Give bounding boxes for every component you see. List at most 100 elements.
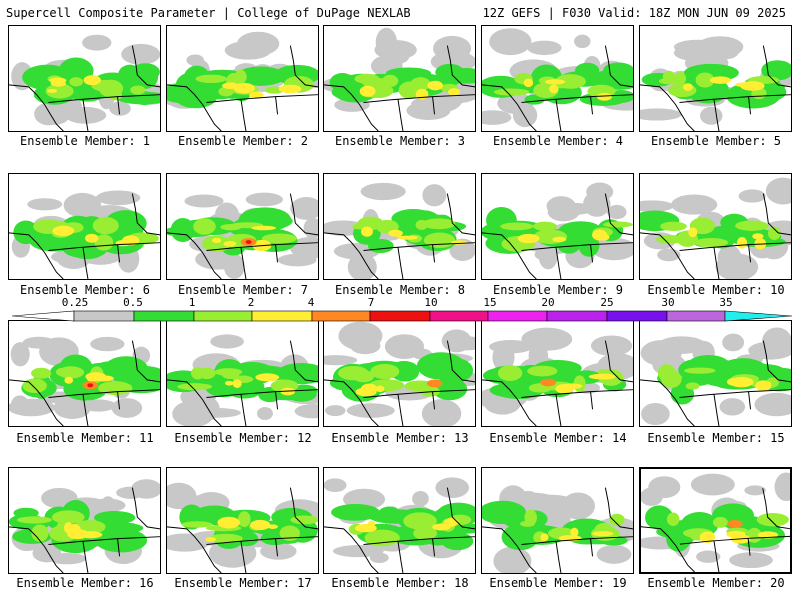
- scp-lightgreen-contour: [370, 363, 400, 380]
- scp-lightgreen-contour: [403, 512, 437, 530]
- ensemble-panel-13[interactable]: [323, 320, 476, 427]
- scp-yellow-contour: [598, 233, 610, 241]
- ensemble-member-label: Ensemble Member: 9: [492, 283, 624, 297]
- ensemble-member-label: Ensemble Member: 7: [177, 283, 309, 297]
- ensemble-member-label: Ensemble Member: 14: [489, 431, 627, 445]
- colorbar-tick-label: 0.25: [61, 296, 89, 309]
- scp-yellow-contour: [361, 226, 373, 237]
- ensemble-panel-2[interactable]: [166, 25, 319, 132]
- scp-green-contour: [644, 505, 674, 530]
- scp-gray-contour: [121, 43, 160, 65]
- scp-yellow-contour: [448, 88, 460, 96]
- scp-gray-contour: [590, 335, 633, 356]
- ensemble-member-label: Ensemble Member: 1: [19, 134, 151, 148]
- scp-lightgreen-contour: [57, 366, 85, 379]
- colorbar-segment: [724, 310, 792, 322]
- scp-lightgreen-contour: [532, 221, 557, 231]
- scp-gray-contour: [738, 189, 766, 203]
- ensemble-panel-14[interactable]: [481, 320, 634, 427]
- ensemble-panel-4[interactable]: [481, 25, 634, 132]
- scp-orange-contour: [426, 379, 443, 388]
- scp-gray-contour: [640, 200, 674, 212]
- colorbar-tick-label: 30: [661, 296, 675, 309]
- ensemble-panel-20[interactable]: [639, 467, 792, 574]
- scp-yellow-contour: [388, 229, 403, 237]
- scp-gray-contour: [422, 184, 447, 207]
- scp-gray-contour: [294, 404, 318, 419]
- colorbar-segment: [12, 310, 75, 322]
- scp-lightgreen-contour: [527, 365, 558, 377]
- scp-yellow-contour: [250, 519, 271, 531]
- ensemble-member-label: Ensemble Member: 11: [16, 431, 154, 445]
- ensemble-panel-18[interactable]: [323, 467, 476, 574]
- scp-gray-contour: [167, 533, 210, 552]
- scp-gray-contour: [63, 192, 102, 218]
- scp-lightgreen-contour: [660, 221, 687, 232]
- ensemble-panel-5[interactable]: [639, 25, 792, 132]
- scp-green-contour: [482, 500, 527, 524]
- ensemble-panel-7[interactable]: [166, 173, 319, 280]
- ensemble-panel-17[interactable]: [166, 467, 319, 574]
- scp-gray-contour: [717, 245, 742, 271]
- scp-yellow-contour: [52, 225, 75, 237]
- scp-lightgreen-contour: [500, 222, 534, 231]
- ensemble-member-label: Ensemble Member: 10: [647, 283, 785, 297]
- scp-green-contour: [94, 510, 136, 525]
- map-boundaries: [9, 45, 160, 131]
- ensemble-panel-19[interactable]: [481, 467, 634, 574]
- scp-gray-contour: [699, 106, 723, 125]
- scp-lightgreen-contour: [69, 77, 84, 87]
- scp-yellow-contour: [736, 237, 748, 249]
- scp-yellow-contour: [397, 235, 419, 240]
- map-boundaries: [324, 45, 475, 131]
- ensemble-panel-6[interactable]: [8, 173, 161, 280]
- scp-lightgreen-contour: [423, 232, 456, 248]
- scp-gray-contour: [729, 552, 773, 569]
- map-boundaries: [482, 45, 633, 131]
- scp-gray-contour: [607, 204, 627, 220]
- scp-lightgreen-contour: [603, 221, 633, 228]
- scp-green-contour: [416, 352, 466, 380]
- scp-yellow-contour: [78, 531, 103, 539]
- ensemble-member-label: Ensemble Member: 12: [174, 431, 312, 445]
- scp-lightgreen-contour: [685, 382, 700, 390]
- scp-gray-contour: [90, 336, 125, 352]
- scp-yellow-contour: [709, 76, 732, 84]
- scp-yellow-contour: [249, 91, 264, 99]
- scp-green-contour: [441, 532, 474, 551]
- ensemble-panel-10[interactable]: [639, 173, 792, 280]
- scp-yellow-contour: [224, 380, 234, 386]
- ensemble-panel-16[interactable]: [8, 467, 161, 574]
- ensemble-panel-9[interactable]: [481, 173, 634, 280]
- scp-gray-contour: [527, 40, 562, 56]
- scp-lightgreen-contour: [674, 72, 687, 86]
- scp-gray-contour: [765, 177, 791, 205]
- scp-yellow-contour: [592, 531, 614, 537]
- scp-lightgreen-contour: [497, 365, 523, 381]
- scp-yellow-contour: [735, 82, 750, 87]
- map-boundaries: [9, 340, 160, 426]
- ensemble-panel-15[interactable]: [639, 320, 792, 427]
- ensemble-panel-1[interactable]: [8, 25, 161, 132]
- scp-lightgreen-contour: [524, 509, 537, 526]
- ensemble-panel-8[interactable]: [323, 173, 476, 280]
- scp-gray-contour: [546, 196, 576, 216]
- scp-lightgreen-contour: [108, 89, 122, 101]
- colorbar-segment: [606, 310, 668, 322]
- scp-gray-contour: [640, 108, 682, 121]
- scp-lightgreen-contour: [31, 524, 49, 542]
- ensemble-panel-11[interactable]: [8, 320, 161, 427]
- map-boundaries: [482, 340, 633, 426]
- scp-lightgreen-contour: [45, 83, 74, 99]
- scp-gray-contour: [27, 198, 63, 211]
- ensemble-member-label: Ensemble Member: 3: [334, 134, 466, 148]
- ensemble-panel-3[interactable]: [323, 25, 476, 132]
- ensemble-panel-12[interactable]: [166, 320, 319, 427]
- scp-green-contour: [92, 522, 144, 534]
- scp-gray-contour: [411, 97, 444, 111]
- scp-gray-contour: [245, 192, 283, 207]
- scp-gray-contour: [260, 542, 297, 560]
- scp-green-contour: [331, 503, 380, 521]
- scp-gray-contour: [744, 485, 766, 496]
- scp-gray-contour: [482, 110, 512, 125]
